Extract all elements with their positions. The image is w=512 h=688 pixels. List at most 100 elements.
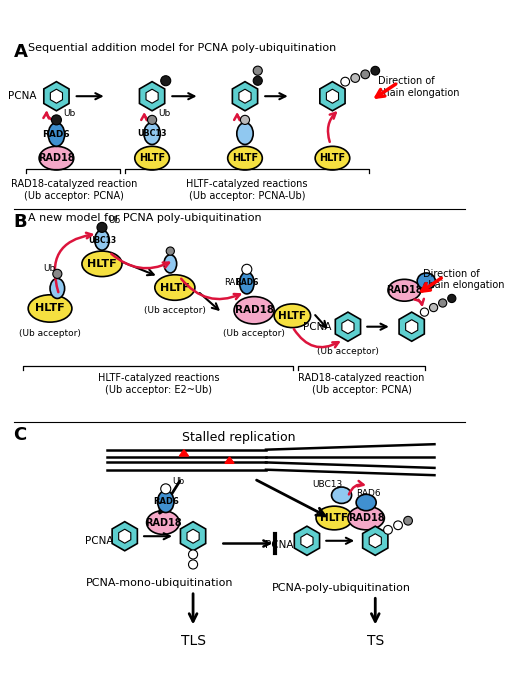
- Text: Direction of
chain elongation: Direction of chain elongation: [378, 76, 459, 98]
- Ellipse shape: [417, 273, 435, 290]
- Polygon shape: [139, 82, 165, 111]
- Polygon shape: [225, 457, 234, 463]
- Text: TS: TS: [367, 634, 384, 647]
- Text: (Ub acceptor): (Ub acceptor): [223, 328, 285, 338]
- Text: A: A: [14, 43, 28, 61]
- Circle shape: [188, 550, 198, 559]
- Text: B: B: [14, 213, 27, 230]
- Circle shape: [242, 264, 252, 275]
- Ellipse shape: [316, 506, 352, 530]
- Polygon shape: [301, 534, 313, 548]
- Polygon shape: [326, 89, 338, 103]
- Text: HLTF: HLTF: [139, 153, 165, 163]
- Polygon shape: [180, 522, 206, 551]
- Text: RAD6: RAD6: [42, 130, 70, 139]
- Text: RAD18: RAD18: [38, 153, 75, 163]
- Text: (Ub acceptor): (Ub acceptor): [317, 347, 379, 356]
- Text: RAD18-catalyzed reaction
(Ub acceptor: PCNA): RAD18-catalyzed reaction (Ub acceptor: P…: [11, 179, 137, 201]
- Text: C: C: [14, 426, 27, 444]
- Text: HLTF-catalyzed reactions
(Ub acceptor: E2~Ub): HLTF-catalyzed reactions (Ub acceptor: E…: [98, 373, 219, 395]
- Text: RAD18: RAD18: [348, 513, 385, 523]
- Text: RAD6: RAD6: [153, 497, 179, 506]
- Circle shape: [161, 76, 170, 86]
- Text: Ub: Ub: [109, 216, 121, 225]
- Ellipse shape: [234, 297, 274, 324]
- Circle shape: [403, 517, 413, 525]
- Text: Direction of
chain elongation: Direction of chain elongation: [422, 268, 504, 290]
- Polygon shape: [146, 89, 158, 103]
- Ellipse shape: [50, 279, 65, 299]
- Ellipse shape: [158, 491, 174, 513]
- Polygon shape: [239, 89, 251, 103]
- Text: HLTF: HLTF: [160, 283, 189, 292]
- Text: UBC13: UBC13: [137, 129, 167, 138]
- Text: (Ub acceptor): (Ub acceptor): [144, 305, 206, 314]
- Polygon shape: [406, 320, 418, 334]
- Polygon shape: [179, 450, 188, 456]
- Ellipse shape: [135, 147, 169, 170]
- Text: Ub: Ub: [158, 109, 170, 118]
- Text: RAD18: RAD18: [145, 517, 181, 528]
- Ellipse shape: [228, 147, 262, 170]
- Circle shape: [253, 76, 262, 85]
- Ellipse shape: [155, 275, 195, 300]
- Polygon shape: [112, 522, 137, 551]
- Ellipse shape: [315, 147, 350, 170]
- Text: UBC13: UBC13: [312, 480, 342, 488]
- Text: PCNA-mono-ubiquitination: PCNA-mono-ubiquitination: [86, 578, 233, 588]
- Polygon shape: [187, 529, 199, 544]
- Circle shape: [53, 269, 62, 279]
- Ellipse shape: [348, 506, 385, 530]
- Circle shape: [447, 294, 456, 303]
- Text: Stalled replication: Stalled replication: [182, 431, 295, 444]
- Text: RAD6: RAD6: [356, 489, 381, 498]
- Text: PCNA: PCNA: [85, 536, 114, 546]
- Ellipse shape: [240, 272, 254, 294]
- Circle shape: [351, 74, 359, 83]
- Text: UBC13: UBC13: [88, 236, 116, 245]
- Ellipse shape: [237, 122, 253, 144]
- Text: HLTF-catalyzed reactions
(Ub acceptor: PCNA-Ub): HLTF-catalyzed reactions (Ub acceptor: P…: [186, 179, 308, 201]
- Polygon shape: [399, 312, 424, 341]
- Circle shape: [161, 484, 170, 494]
- Text: Sequential addition model for PCNA poly-ubiquitination: Sequential addition model for PCNA poly-…: [28, 43, 336, 54]
- Text: HLTF: HLTF: [279, 311, 306, 321]
- Text: HLTF: HLTF: [319, 153, 346, 163]
- Ellipse shape: [274, 304, 311, 327]
- Text: Ub: Ub: [44, 264, 56, 273]
- Text: (Ub acceptor): (Ub acceptor): [19, 328, 81, 338]
- Ellipse shape: [388, 279, 421, 301]
- Circle shape: [147, 116, 157, 125]
- Circle shape: [394, 521, 402, 530]
- Ellipse shape: [39, 147, 74, 170]
- Text: RAD18: RAD18: [386, 286, 423, 295]
- Circle shape: [430, 303, 438, 312]
- Text: HLTF: HLTF: [232, 153, 258, 163]
- Ellipse shape: [356, 494, 376, 510]
- Text: PCNA: PCNA: [303, 322, 331, 332]
- Circle shape: [188, 560, 198, 569]
- Text: RAD18: RAD18: [234, 305, 274, 315]
- Text: Ub: Ub: [63, 109, 75, 118]
- Circle shape: [166, 247, 175, 255]
- Ellipse shape: [82, 251, 122, 277]
- Circle shape: [241, 116, 249, 125]
- Circle shape: [97, 222, 107, 233]
- Text: PCNA: PCNA: [9, 92, 37, 101]
- Circle shape: [253, 66, 262, 75]
- Ellipse shape: [48, 122, 65, 147]
- Polygon shape: [320, 82, 345, 111]
- Polygon shape: [294, 526, 319, 555]
- Ellipse shape: [28, 294, 72, 322]
- Text: A new model for PCNA poly-ubiquitination: A new model for PCNA poly-ubiquitination: [28, 213, 262, 223]
- Text: TLS: TLS: [181, 634, 206, 647]
- Circle shape: [371, 66, 379, 75]
- Circle shape: [361, 70, 370, 78]
- Circle shape: [420, 308, 429, 316]
- Polygon shape: [369, 534, 381, 548]
- Circle shape: [51, 115, 61, 125]
- Text: HLTF: HLTF: [87, 259, 117, 269]
- Text: Ub: Ub: [172, 477, 184, 486]
- Text: HLTF: HLTF: [35, 303, 65, 314]
- Ellipse shape: [146, 510, 179, 535]
